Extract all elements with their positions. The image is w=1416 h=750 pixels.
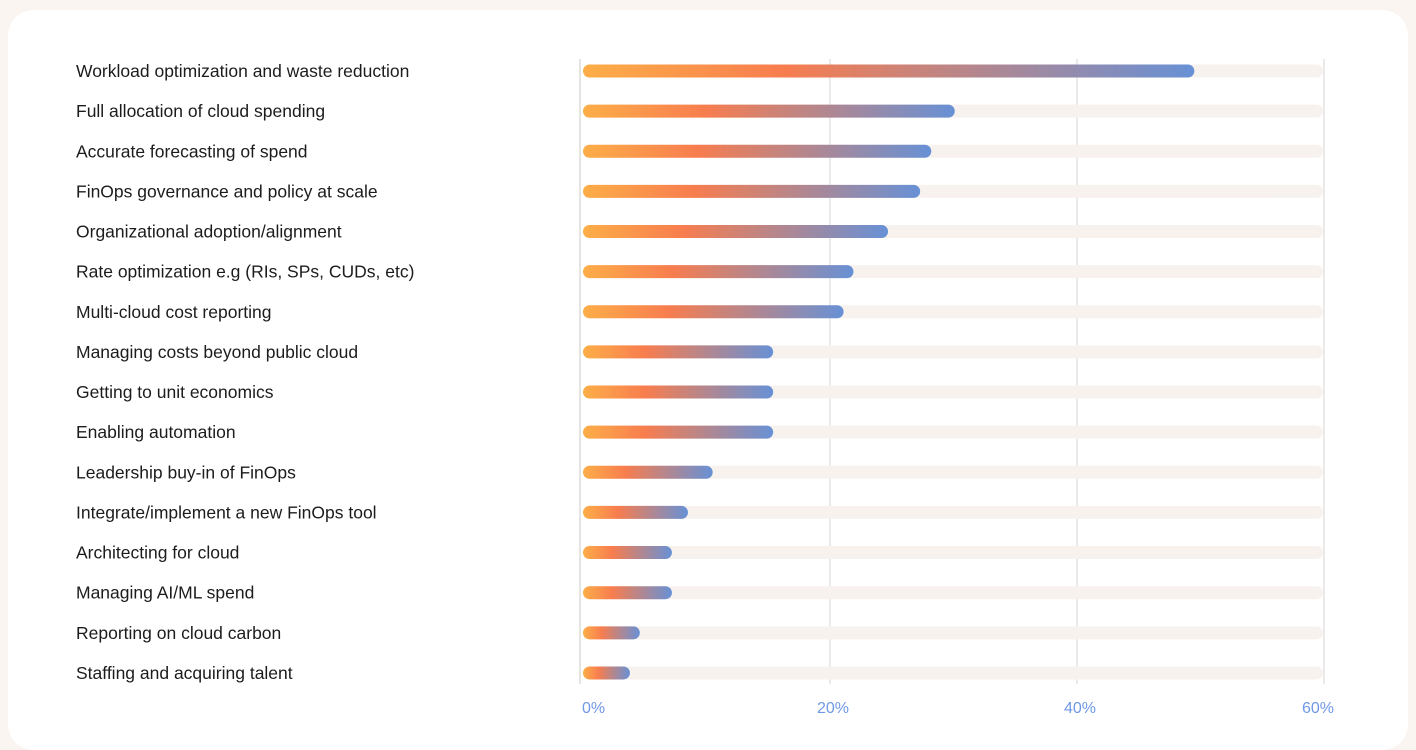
bar-track (583, 626, 1323, 640)
bar (583, 225, 889, 239)
bar (583, 305, 844, 319)
bar-track (583, 666, 1323, 680)
bar (583, 385, 774, 399)
bar (583, 666, 630, 680)
category-label: Organizational adoption/alignment (76, 222, 342, 242)
category-label: Multi-cloud cost reporting (76, 302, 272, 322)
bar (583, 465, 713, 479)
category-label: Staffing and acquiring talent (76, 663, 293, 683)
category-label: Accurate forecasting of spend (76, 141, 308, 161)
category-label: Workload optimization and waste reductio… (76, 61, 409, 81)
bar (583, 144, 932, 158)
bar (583, 345, 774, 359)
category-label: Integrate/implement a new FinOps tool (76, 502, 377, 522)
category-label: Architecting for cloud (76, 543, 239, 563)
bar (583, 104, 955, 118)
x-tick-label: 40% (1064, 700, 1096, 717)
category-label: Leadership buy-in of FinOps (76, 462, 296, 482)
bar-track (583, 465, 1323, 479)
bar-track (583, 586, 1323, 600)
bar-track (583, 505, 1323, 519)
category-label: Managing AI/ML spend (76, 583, 254, 603)
bar (583, 265, 854, 279)
bar (583, 586, 672, 600)
category-label: Enabling automation (76, 422, 236, 442)
category-label: Managing costs beyond public cloud (76, 342, 358, 362)
bar-chart: Workload optimization and waste reductio… (76, 59, 1334, 717)
bar (583, 64, 1195, 78)
x-tick-label: 0% (582, 700, 605, 717)
category-label: Rate optimization e.g (RIs, SPs, CUDs, e… (76, 262, 414, 282)
bar (583, 505, 688, 519)
bar-track (583, 546, 1323, 560)
bar (583, 546, 672, 560)
bar (583, 425, 774, 439)
x-tick-label: 60% (1302, 700, 1334, 717)
x-tick-label: 20% (817, 700, 849, 717)
category-label: FinOps governance and policy at scale (76, 181, 378, 201)
category-label: Reporting on cloud carbon (76, 623, 281, 643)
bar (583, 626, 640, 640)
bar (583, 184, 921, 198)
category-label: Full allocation of cloud spending (76, 101, 325, 121)
category-label: Getting to unit economics (76, 382, 274, 402)
